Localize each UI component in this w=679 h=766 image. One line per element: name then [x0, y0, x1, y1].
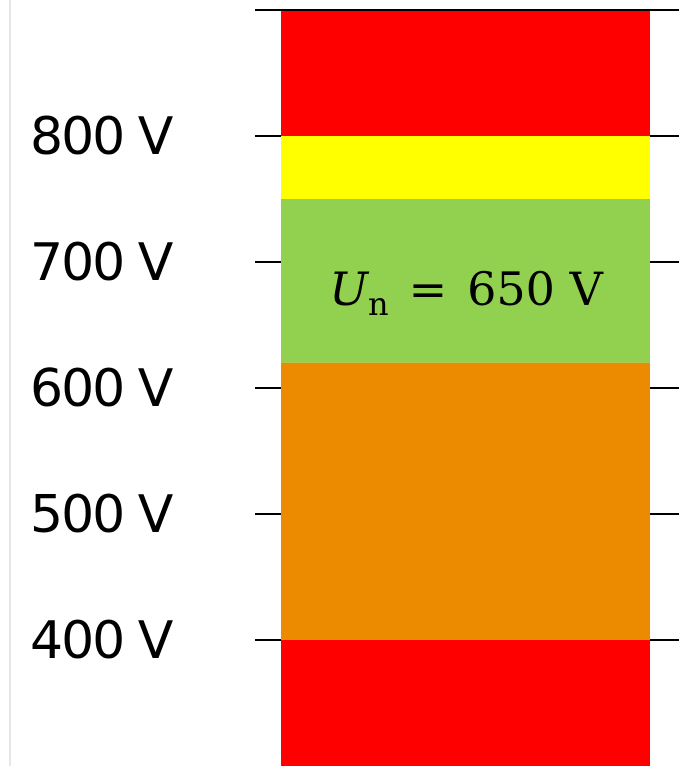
- voltage-band-750-800: [281, 136, 650, 199]
- voltage-band-400-620: [281, 362, 650, 640]
- voltage-band-620-750: [281, 199, 650, 363]
- tick-label-400: 400 V: [30, 611, 174, 671]
- voltage-band-800-900: [281, 10, 650, 136]
- tick-label-700: 700 V: [30, 233, 174, 293]
- nominal-subscript: n: [368, 285, 389, 323]
- left-edge-line: [9, 0, 11, 766]
- nominal-equals: =: [409, 262, 448, 316]
- voltage-bands: [281, 10, 650, 766]
- nominal-value: 650 V: [467, 262, 603, 316]
- tick-label-500: 500 V: [30, 485, 174, 545]
- voltage-band-300-400: [281, 640, 650, 766]
- nominal-voltage-label: Un = 650 V: [329, 262, 603, 323]
- tick-label-800: 800 V: [30, 107, 174, 167]
- scale-ticks: [255, 135, 679, 641]
- scale-labels: 800 V 700 V 600 V 500 V 400 V: [30, 107, 176, 671]
- tick-label-600: 600 V: [30, 359, 174, 419]
- nominal-symbol: U: [329, 262, 370, 316]
